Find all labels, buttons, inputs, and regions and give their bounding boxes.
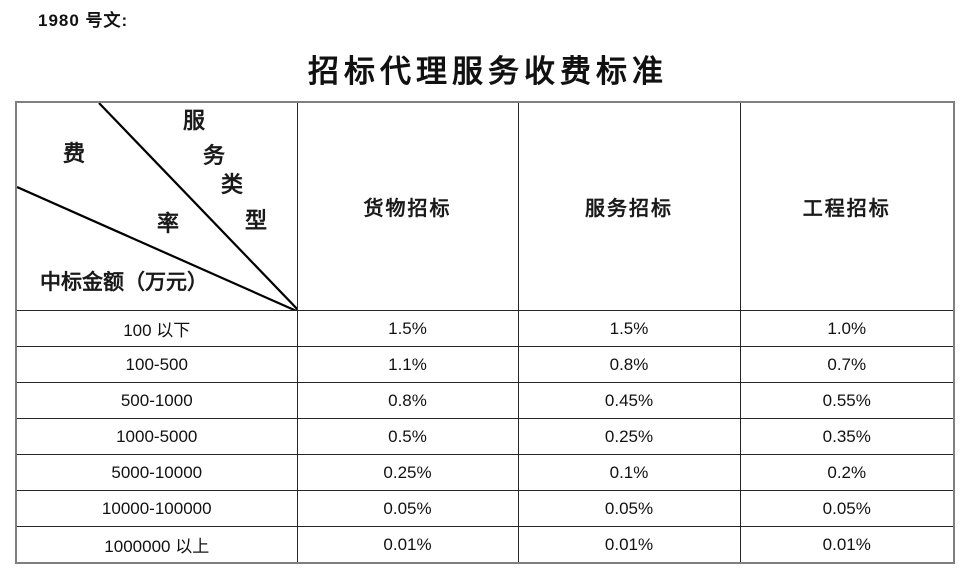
corner-amount-label: 中标金额（万元） [40,270,208,294]
cell-value: 0.25% [517,418,741,455]
corner-fee-rate-char: 率 [157,211,180,236]
table-row: 500-1000 0.8% 0.45% 0.55% [15,382,955,419]
row-label: 100 以下 [15,310,298,347]
cell-value: 0.45% [517,382,741,419]
cell-value: 0.05% [739,490,955,527]
corner-service-type-char: 务 [203,143,226,168]
cell-value: 0.1% [517,454,741,491]
table-row: 10000-100000 0.05% 0.05% 0.05% [15,490,955,527]
row-label: 1000-5000 [15,418,298,455]
corner-service-type-char: 类 [221,172,244,197]
header-row: 服 务 类 型 费 率 中标金额（万元） 货物招标 服务招标 工程招标 [15,101,955,311]
cell-value: 0.01% [739,526,955,564]
row-label: 1000000 以上 [15,526,298,564]
table-row: 1000-5000 0.5% 0.25% 0.35% [15,418,955,455]
cell-value: 0.05% [296,490,519,527]
cell-value: 0.8% [517,346,741,383]
corner-service-type-char: 型 [245,208,268,233]
cell-value: 1.5% [517,310,741,347]
cell-value: 0.8% [296,382,519,419]
row-label: 5000-10000 [15,454,298,491]
cell-value: 0.2% [739,454,955,491]
table-row: 5000-10000 0.25% 0.1% 0.2% [15,454,955,491]
page-title: 招标代理服务收费标准 [308,54,668,89]
row-label: 100-500 [15,346,298,383]
row-label: 500-1000 [15,382,298,419]
doc-reference-note: 1980 号文: [38,11,129,30]
cell-value: 0.55% [739,382,955,419]
cell-value: 0.35% [739,418,955,455]
corner-fee-rate-char: 费 [63,141,86,166]
cell-value: 0.01% [296,526,519,564]
cell-value: 0.7% [739,346,955,383]
cell-value: 1.1% [296,346,519,383]
corner-service-type-char: 服 [183,108,206,133]
cell-value: 1.5% [296,310,519,347]
column-header-project: 工程招标 [739,101,955,311]
cell-value: 1.0% [739,310,955,347]
cell-value: 0.5% [296,418,519,455]
cell-value: 0.05% [517,490,741,527]
table-row: 1000000 以上 0.01% 0.01% 0.01% [15,526,955,564]
column-header-service: 服务招标 [517,101,741,311]
table-row: 100 以下 1.5% 1.5% 1.0% [15,310,955,347]
diagonal-divider-lines [17,102,296,310]
column-header-goods: 货物招标 [296,101,519,311]
diagonal-corner-cell: 服 务 类 型 费 率 中标金额（万元） [15,101,298,311]
row-label: 10000-100000 [15,490,298,527]
cell-value: 0.01% [517,526,741,564]
table-row: 100-500 1.1% 0.8% 0.7% [15,346,955,383]
cell-value: 0.25% [296,454,519,491]
fee-standard-table: 服 务 类 型 费 率 中标金额（万元） 货物招标 服务招标 工程招标 100 … [15,101,955,564]
